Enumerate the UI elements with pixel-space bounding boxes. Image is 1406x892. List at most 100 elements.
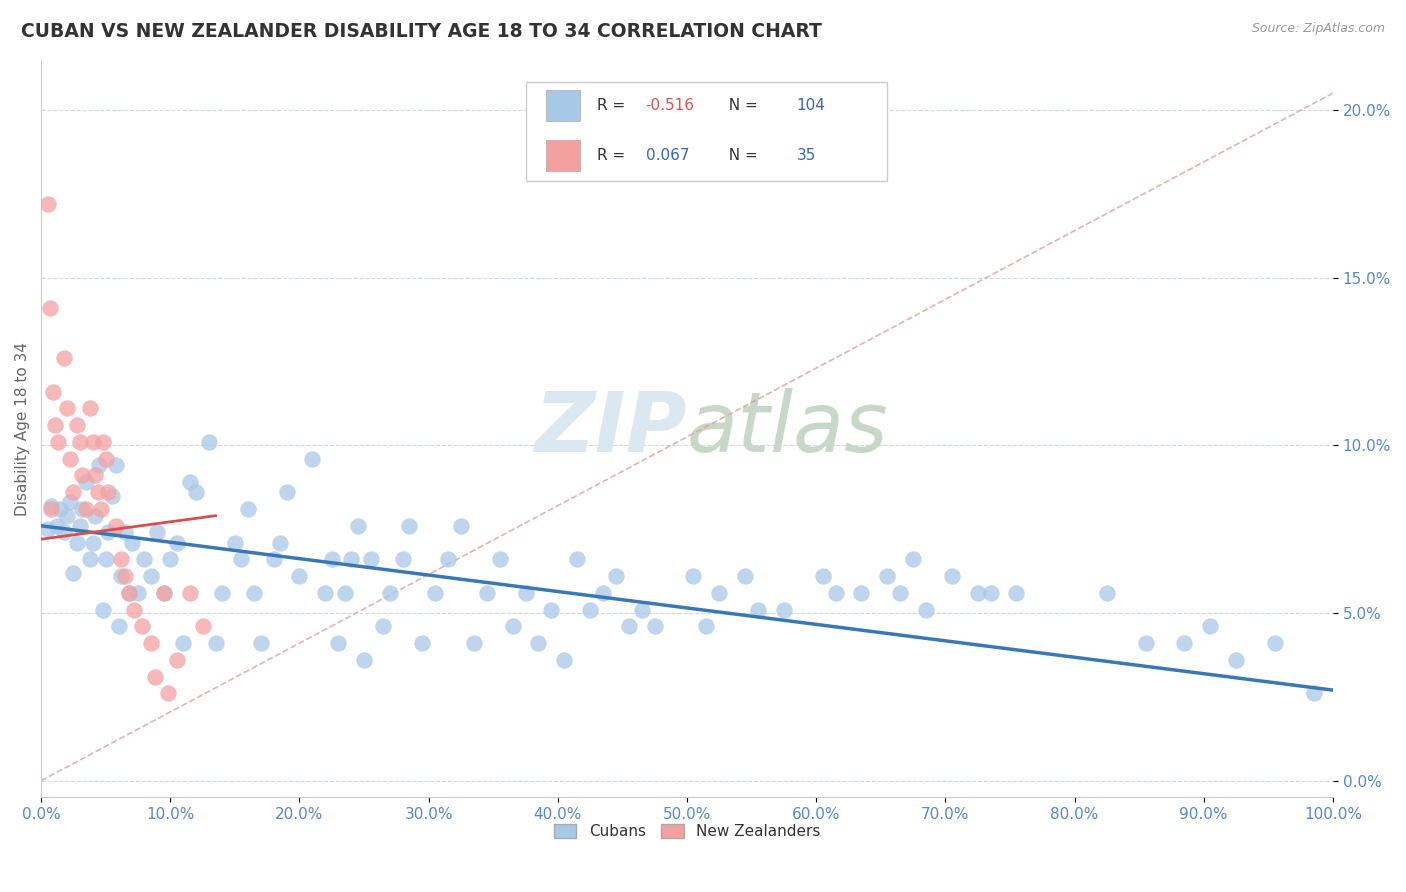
- FancyBboxPatch shape: [546, 140, 579, 171]
- Point: [475, 586, 498, 600]
- Point: [75, 502, 97, 516]
- Point: [314, 586, 336, 600]
- Point: [915, 602, 938, 616]
- Point: [851, 586, 873, 600]
- Point: [373, 619, 395, 633]
- Point: [353, 653, 375, 667]
- Text: R =: R =: [596, 98, 630, 113]
- Point: [56, 508, 79, 523]
- Point: [134, 552, 156, 566]
- Point: [288, 569, 311, 583]
- Point: [58, 495, 80, 509]
- Point: [53, 351, 76, 365]
- Point: [243, 586, 266, 600]
- Point: [360, 552, 382, 566]
- Point: [114, 569, 136, 583]
- Point: [592, 586, 614, 600]
- Point: [53, 525, 76, 540]
- Point: [97, 525, 120, 540]
- Point: [94, 552, 117, 566]
- Point: [1264, 636, 1286, 650]
- Point: [62, 566, 84, 580]
- Point: [72, 468, 94, 483]
- Point: [101, 489, 124, 503]
- Point: [166, 535, 188, 549]
- Point: [1199, 619, 1222, 633]
- Point: [211, 586, 233, 600]
- Point: [515, 586, 537, 600]
- Point: [37, 522, 59, 536]
- Point: [82, 434, 104, 449]
- Point: [66, 535, 89, 549]
- Point: [876, 569, 898, 583]
- Text: 35: 35: [797, 148, 817, 163]
- Point: [567, 552, 589, 566]
- Point: [89, 458, 111, 473]
- Point: [378, 586, 401, 600]
- Point: [42, 384, 65, 399]
- Point: [90, 502, 112, 516]
- Point: [811, 569, 834, 583]
- Point: [423, 586, 446, 600]
- Point: [488, 552, 510, 566]
- Point: [46, 434, 69, 449]
- Point: [143, 670, 166, 684]
- Point: [56, 401, 79, 416]
- Point: [131, 619, 153, 633]
- Point: [231, 552, 253, 566]
- Point: [87, 485, 110, 500]
- FancyBboxPatch shape: [526, 82, 887, 181]
- Point: [301, 451, 323, 466]
- Point: [321, 552, 343, 566]
- Point: [747, 602, 769, 616]
- Text: -0.516: -0.516: [645, 98, 695, 113]
- Point: [156, 686, 179, 700]
- Point: [1173, 636, 1195, 650]
- Point: [45, 518, 67, 533]
- Point: [69, 434, 91, 449]
- Point: [1095, 586, 1118, 600]
- Point: [110, 552, 132, 566]
- Point: [97, 485, 120, 500]
- Point: [139, 636, 162, 650]
- Y-axis label: Disability Age 18 to 34: Disability Age 18 to 34: [15, 342, 30, 516]
- Point: [540, 602, 562, 616]
- Point: [276, 485, 298, 500]
- Point: [328, 636, 350, 650]
- Point: [889, 586, 911, 600]
- Point: [118, 586, 141, 600]
- Point: [127, 586, 149, 600]
- Point: [69, 518, 91, 533]
- Point: [1005, 586, 1028, 600]
- Point: [224, 535, 246, 549]
- Text: N =: N =: [720, 98, 763, 113]
- Point: [105, 458, 128, 473]
- Point: [980, 586, 1002, 600]
- Point: [553, 653, 575, 667]
- Point: [82, 535, 104, 549]
- Text: CUBAN VS NEW ZEALANDER DISABILITY AGE 18 TO 34 CORRELATION CHART: CUBAN VS NEW ZEALANDER DISABILITY AGE 18…: [21, 22, 823, 41]
- Point: [502, 619, 524, 633]
- Point: [39, 301, 62, 315]
- Point: [159, 552, 181, 566]
- Point: [527, 636, 550, 650]
- Point: [44, 418, 66, 433]
- Point: [179, 475, 201, 490]
- Point: [79, 552, 101, 566]
- Text: R =: R =: [596, 148, 630, 163]
- Point: [333, 586, 356, 600]
- Text: N =: N =: [720, 148, 763, 163]
- Point: [118, 586, 141, 600]
- Point: [644, 619, 666, 633]
- Point: [1302, 686, 1324, 700]
- Text: ZIP: ZIP: [534, 388, 688, 469]
- Point: [179, 586, 201, 600]
- Point: [941, 569, 963, 583]
- Point: [107, 619, 129, 633]
- Point: [41, 499, 63, 513]
- Point: [695, 619, 717, 633]
- Point: [72, 502, 94, 516]
- Point: [1225, 653, 1247, 667]
- Point: [249, 636, 271, 650]
- Point: [411, 636, 433, 650]
